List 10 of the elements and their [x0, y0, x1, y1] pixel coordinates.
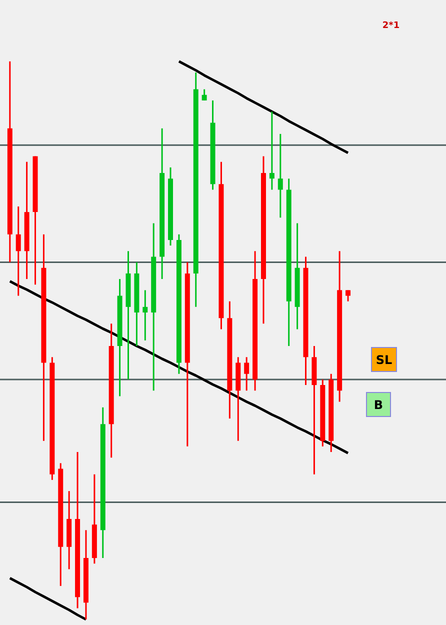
candlestick: [278, 133, 283, 218]
candlestick: [16, 206, 21, 297]
text: SL: [371, 347, 397, 372]
candlestick: [244, 356, 250, 392]
candlestick: [269, 110, 274, 190]
candlestick: [142, 289, 148, 342]
text: B: [366, 392, 391, 417]
text: 2*1: [381, 20, 401, 32]
candlestick: [202, 88, 207, 102]
candlestick: [346, 289, 351, 302]
